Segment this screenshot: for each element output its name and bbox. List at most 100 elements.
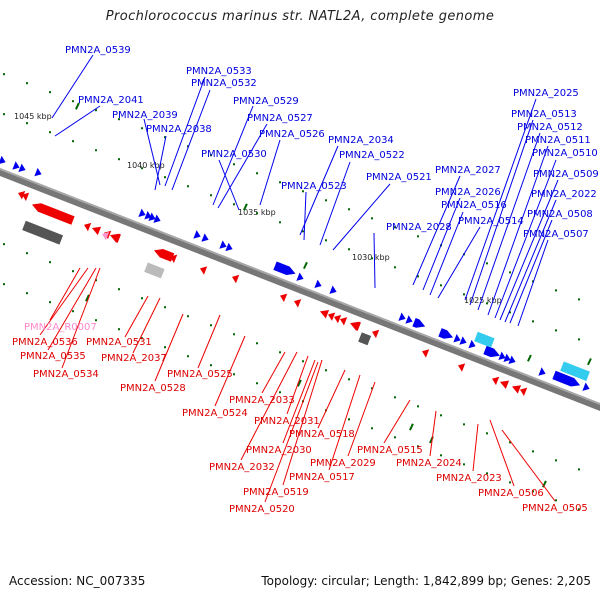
- gene-shape[interactable]: [198, 264, 208, 275]
- gene-label-forward[interactable]: PMN2A_0522: [339, 150, 405, 161]
- gene-shape[interactable]: [318, 307, 330, 319]
- gene-shape[interactable]: [508, 355, 517, 367]
- gene-feature[interactable]: [329, 285, 338, 296]
- gene-label-reverse[interactable]: PMN2A_0534: [33, 369, 99, 380]
- gene-shape[interactable]: [153, 214, 162, 226]
- gene-feature[interactable]: [296, 272, 305, 284]
- gene-shape[interactable]: [518, 385, 528, 397]
- gene-label-reverse[interactable]: PMN2A_0515: [357, 445, 423, 456]
- gene-feature[interactable]: [498, 351, 507, 363]
- gene-label-forward[interactable]: PMN2A_0532: [191, 78, 257, 89]
- gene-feature[interactable]: [273, 261, 297, 278]
- gene-feature[interactable]: [538, 367, 547, 378]
- gene-feature[interactable]: [278, 291, 288, 303]
- gene-label-forward[interactable]: PMN2A_0526: [259, 129, 325, 140]
- gene-label-forward[interactable]: PMN2A_0513: [511, 109, 577, 120]
- gene-label-forward[interactable]: PMN2A_0529: [233, 96, 299, 107]
- gene-shape[interactable]: [398, 312, 407, 323]
- gene-shape[interactable]: [30, 200, 75, 225]
- gene-shape[interactable]: [18, 163, 27, 175]
- gene-label-forward[interactable]: PMN2A_0507: [523, 229, 589, 240]
- gene-feature[interactable]: [508, 355, 517, 367]
- gene-shape[interactable]: [538, 367, 547, 378]
- gene-shape[interactable]: [90, 224, 102, 236]
- gene-shape[interactable]: [144, 262, 165, 279]
- gene-shape[interactable]: [560, 361, 590, 381]
- gene-label-reverse[interactable]: PMN2A_2037: [101, 353, 167, 364]
- gene-feature[interactable]: [438, 328, 454, 341]
- gene-feature[interactable]: [20, 190, 30, 201]
- gene-shape[interactable]: [329, 285, 338, 296]
- gene-feature[interactable]: [498, 378, 510, 389]
- gene-feature[interactable]: [338, 315, 348, 326]
- gene-shape[interactable]: [370, 328, 380, 339]
- gene-shape[interactable]: [420, 347, 430, 358]
- gene-shape[interactable]: [108, 231, 121, 243]
- gene-shape[interactable]: [296, 272, 305, 284]
- gene-feature[interactable]: [144, 262, 165, 279]
- gene-shape[interactable]: [168, 252, 178, 263]
- gene-feature[interactable]: [34, 167, 43, 179]
- gene-label-forward[interactable]: PMN2A_0509: [533, 169, 599, 180]
- gene-label-reverse[interactable]: PMN2A_2029: [310, 458, 376, 469]
- gene-label-reverse[interactable]: PMN2A_2030: [246, 445, 312, 456]
- gene-feature[interactable]: [16, 189, 26, 200]
- gene-shape[interactable]: [332, 313, 342, 324]
- gene-label-forward[interactable]: PMN2A_0511: [525, 135, 591, 146]
- gene-label-reverse[interactable]: PMN2A_0517: [289, 472, 355, 483]
- gene-shape[interactable]: [498, 378, 510, 389]
- gene-label-forward[interactable]: PMN2A_0530: [201, 149, 267, 160]
- gene-feature[interactable]: [18, 163, 27, 175]
- gene-label-forward[interactable]: PMN2A_0510: [532, 148, 598, 159]
- gene-feature[interactable]: [314, 279, 323, 291]
- gene-shape[interactable]: [201, 233, 210, 244]
- gene-label-forward[interactable]: PMN2A_0514: [458, 216, 524, 227]
- gene-label-forward[interactable]: PMN2A_2039: [112, 110, 178, 121]
- gene-shape[interactable]: [12, 161, 21, 172]
- gene-shape[interactable]: [144, 210, 153, 222]
- gene-shape[interactable]: [314, 279, 323, 291]
- gene-feature[interactable]: [230, 273, 240, 284]
- gene-label-reverse[interactable]: PMN2A_2031: [254, 416, 320, 427]
- gene-feature[interactable]: [552, 370, 581, 390]
- gene-shape[interactable]: [273, 261, 297, 278]
- gene-feature[interactable]: [510, 382, 522, 394]
- gene-feature[interactable]: [412, 317, 426, 331]
- gene-label-reverse[interactable]: PMN2A_0506: [478, 488, 544, 499]
- gene-shape[interactable]: [20, 190, 30, 201]
- gene-label-reverse[interactable]: PMN2A_2024: [396, 458, 462, 469]
- gene-label-forward[interactable]: PMN2A_2028: [386, 222, 452, 233]
- gene-feature[interactable]: [518, 385, 528, 397]
- gene-feature[interactable]: [456, 361, 466, 372]
- gene-label-forward[interactable]: PMN2A_2041: [78, 95, 144, 106]
- gene-shape[interactable]: [490, 375, 500, 386]
- gene-shape[interactable]: [34, 167, 43, 179]
- gene-shape[interactable]: [100, 230, 110, 241]
- gene-feature[interactable]: [30, 200, 75, 225]
- gene-label-forward[interactable]: PMN2A_2034: [328, 135, 394, 146]
- gene-shape[interactable]: [483, 345, 501, 360]
- gene-shape[interactable]: [230, 273, 240, 284]
- gene-feature[interactable]: [358, 332, 372, 346]
- gene-label-forward[interactable]: PMN2A_2025: [513, 88, 579, 99]
- gene-shape[interactable]: [438, 328, 454, 341]
- gene-feature[interactable]: [582, 382, 591, 394]
- gene-label-forward[interactable]: PMN2A_0527: [247, 113, 313, 124]
- gene-feature[interactable]: [90, 224, 102, 236]
- gene-feature[interactable]: [348, 319, 361, 331]
- gene-feature[interactable]: [219, 240, 228, 251]
- gene-feature[interactable]: [12, 161, 21, 172]
- gene-shape[interactable]: [338, 315, 348, 326]
- gene-shape[interactable]: [16, 189, 26, 200]
- gene-shape[interactable]: [552, 370, 581, 390]
- gene-label-reverse[interactable]: PMN2A_0528: [120, 383, 186, 394]
- gene-label-forward[interactable]: PMN2A_0523: [281, 181, 347, 192]
- gene-feature[interactable]: [153, 214, 162, 226]
- gene-feature[interactable]: [0, 155, 7, 167]
- gene-shape[interactable]: [152, 246, 175, 262]
- gene-label-reverse[interactable]: PMN2A_0518: [289, 429, 355, 440]
- gene-label-reverse[interactable]: PMN2A_0525: [167, 369, 233, 380]
- gene-feature[interactable]: [474, 331, 495, 348]
- gene-shape[interactable]: [326, 310, 336, 321]
- gene-shape[interactable]: [225, 242, 234, 254]
